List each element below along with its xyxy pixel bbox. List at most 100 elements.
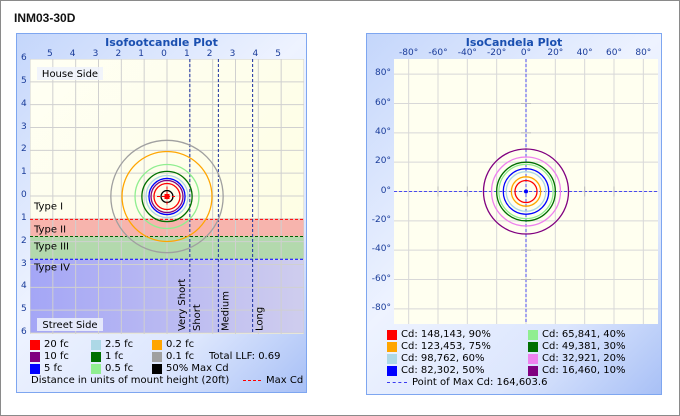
legend-label: 2.5 fc xyxy=(105,339,134,350)
contour-20pct xyxy=(490,156,562,227)
house-side-label: House Side xyxy=(42,69,98,80)
x-tick-label: 0° xyxy=(520,48,532,58)
y-tick-label: 3 xyxy=(21,258,27,269)
contour-30pct xyxy=(496,161,556,222)
legend-label: 0.2 fc xyxy=(166,339,195,350)
legend-item: Cd: 82,302, 50% xyxy=(387,365,484,376)
legend-swatch xyxy=(387,329,397,340)
contour-1-fc xyxy=(141,170,193,223)
legend-label: 50% Max Cd xyxy=(166,363,229,374)
legend-swatch xyxy=(387,341,397,352)
legend-item: 2.5 fc xyxy=(91,339,133,350)
legend-swatch xyxy=(30,363,40,374)
contour-5-fc xyxy=(148,177,186,216)
legend-item: 0.5 fc xyxy=(91,363,133,374)
y-tick-label: 5 xyxy=(21,75,27,86)
legend-item: Cd: 148,143, 90% xyxy=(387,329,491,340)
street-side-label: Street Side xyxy=(42,320,97,331)
contour-0-1-fc xyxy=(110,139,224,254)
distance-label: Medium xyxy=(220,291,231,331)
type-label: Type IV xyxy=(33,262,70,273)
legend-item: 0.2 fc xyxy=(152,339,194,350)
y-tick-label: -40° xyxy=(371,244,391,255)
x-tick-label: -20° xyxy=(487,48,507,58)
legend-swatch xyxy=(528,341,538,352)
contour-10pct xyxy=(482,148,570,235)
type-label: Type I xyxy=(33,202,63,213)
legend-swatch xyxy=(91,351,101,362)
legend-item: 0.1 fc xyxy=(152,351,194,362)
legend-item: Cd: 16,460, 10% xyxy=(528,365,625,376)
contour-90pct xyxy=(514,179,538,204)
max-point-marker xyxy=(524,189,528,194)
legend-swatch xyxy=(152,351,162,362)
x-tick-label: 1 xyxy=(138,49,145,59)
legend-swatch xyxy=(387,353,397,364)
legend-swatch xyxy=(152,363,162,374)
legend-label: 0.5 fc xyxy=(105,363,134,374)
y-tick-label: 0° xyxy=(380,185,391,196)
legend-swatch xyxy=(30,351,40,362)
contour-75pct xyxy=(510,176,542,207)
x-tick-label: 1 xyxy=(183,49,190,59)
legend-item: Cd: 98,762, 60% xyxy=(387,353,484,364)
distance-label: Long xyxy=(255,307,266,331)
distance-label: Short xyxy=(192,304,203,331)
y-tick-label: 20° xyxy=(375,156,391,167)
legend-swatch xyxy=(91,363,101,374)
max-point-legend: Point of Max Cd: 164,603.6 xyxy=(387,377,547,388)
y-tick-label: 3 xyxy=(21,121,27,132)
y-tick-label: 80° xyxy=(375,68,391,79)
x-tick-label: 3 xyxy=(229,49,236,59)
max-cd-marker xyxy=(164,194,170,199)
x-tick-label: 4 xyxy=(69,49,76,59)
dashed-line-icon xyxy=(387,382,407,383)
contour-20-fc xyxy=(153,182,181,211)
legend-item: Cd: 65,841, 40% xyxy=(528,329,625,340)
contour-60pct xyxy=(505,171,547,212)
legend-item: 1 fc xyxy=(91,351,124,362)
contour-0-5-fc xyxy=(134,163,200,230)
y-tick-label: 2 xyxy=(21,235,27,246)
x-tick-label: -40° xyxy=(457,48,477,58)
isocandela-plot xyxy=(394,59,658,324)
legend-item: 50% Max Cd xyxy=(152,363,229,374)
distance-label: Very Short xyxy=(177,279,188,331)
legend-item: 5 fc xyxy=(30,363,63,374)
legend-label: 1 fc xyxy=(105,351,124,362)
contour-50pct xyxy=(502,168,550,215)
x-tick-label: -80° xyxy=(399,48,419,58)
legend-swatch xyxy=(528,353,538,364)
side-label-bg xyxy=(37,318,103,331)
y-tick-label: 1 xyxy=(21,212,27,223)
y-tick-label: 0 xyxy=(21,190,27,200)
legend-item: 10 fc xyxy=(30,351,69,362)
y-tick-label: -20° xyxy=(371,214,391,225)
isocandela-panel: IsoCandela Plot -80° -60° -40° -20° 0° 20° 40°… xyxy=(366,33,662,395)
legend-swatch xyxy=(528,365,538,376)
isocandela-title: IsoCandela Plot xyxy=(465,36,563,49)
x-tick-label: 4 xyxy=(252,49,259,59)
y-tick-label: -80° xyxy=(371,302,391,313)
y-tick-label: 2 xyxy=(21,144,27,155)
x-tick-label: 2 xyxy=(206,49,213,59)
max-cd-label: Max Cd xyxy=(266,375,304,386)
x-tick-label: 60° xyxy=(606,48,622,58)
x-tick-label: 5 xyxy=(46,49,53,59)
y-tick-label: 4 xyxy=(21,281,27,292)
side-label-bg xyxy=(37,67,103,80)
legend-item: Cd: 32,921, 20% xyxy=(528,353,625,364)
legend-label: Cd: 148,143, 90% xyxy=(401,329,491,340)
contour-10-fc xyxy=(150,179,184,214)
y-tick-label: 60° xyxy=(375,97,391,108)
total-llf: Total LLF: 0.69 xyxy=(209,351,281,362)
legend-item: 20 fc xyxy=(30,339,69,350)
y-tick-label: 6 xyxy=(21,327,27,337)
contour-2-5-fc xyxy=(145,174,189,219)
window-title: INM03-30D xyxy=(14,11,76,25)
x-tick-label: 3 xyxy=(92,49,99,59)
y-tick-label: 5 xyxy=(21,304,27,315)
legend-label: Cd: 123,453, 75% xyxy=(401,341,491,352)
legend-label: 5 fc xyxy=(44,363,63,374)
